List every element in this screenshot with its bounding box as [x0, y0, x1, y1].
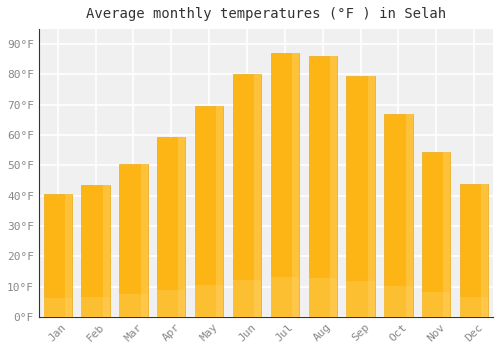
Bar: [308, 278, 337, 317]
Bar: [330, 56, 337, 317]
Bar: [44, 194, 72, 317]
Bar: [481, 183, 488, 317]
Bar: [460, 183, 488, 317]
Bar: [346, 76, 375, 317]
Bar: [384, 286, 412, 317]
Bar: [444, 152, 450, 317]
Bar: [270, 53, 299, 317]
Title: Average monthly temperatures (°F ) in Selah: Average monthly temperatures (°F ) in Se…: [86, 7, 446, 21]
Bar: [254, 75, 261, 317]
Bar: [82, 185, 110, 317]
Bar: [233, 280, 261, 317]
Bar: [216, 106, 224, 317]
Bar: [157, 136, 186, 317]
Bar: [460, 297, 488, 317]
Bar: [119, 294, 148, 317]
Bar: [102, 185, 110, 317]
Bar: [406, 114, 412, 317]
Bar: [44, 299, 72, 317]
Bar: [292, 53, 299, 317]
Bar: [157, 290, 186, 317]
Bar: [270, 277, 299, 317]
Bar: [195, 106, 224, 317]
Bar: [82, 297, 110, 317]
Bar: [178, 136, 186, 317]
Bar: [140, 164, 147, 317]
Bar: [384, 114, 412, 317]
Bar: [65, 194, 72, 317]
Bar: [195, 285, 224, 317]
Bar: [422, 152, 450, 317]
Bar: [119, 164, 148, 317]
Bar: [308, 56, 337, 317]
Bar: [346, 281, 375, 317]
Bar: [422, 292, 450, 317]
Bar: [233, 75, 261, 317]
Bar: [368, 76, 375, 317]
